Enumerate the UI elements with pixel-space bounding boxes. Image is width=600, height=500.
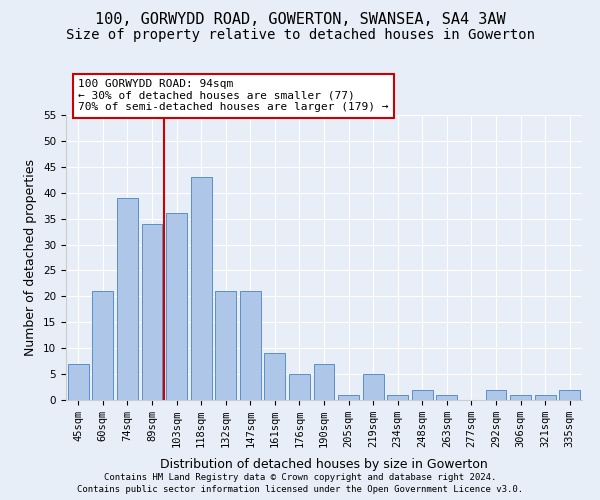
Bar (338, 395, 359, 400)
Bar (387, 395, 408, 400)
Bar (412, 390, 433, 400)
Bar (166, 214, 187, 400)
Bar (117, 198, 138, 400)
Bar (289, 374, 310, 400)
Text: 100 GORWYDD ROAD: 94sqm
← 30% of detached houses are smaller (77)
70% of semi-de: 100 GORWYDD ROAD: 94sqm ← 30% of detache… (78, 79, 389, 112)
Text: Contains public sector information licensed under the Open Government Licence v3: Contains public sector information licen… (77, 485, 523, 494)
Bar (142, 224, 163, 400)
Bar (265, 354, 286, 400)
Text: Contains HM Land Registry data © Crown copyright and database right 2024.: Contains HM Land Registry data © Crown c… (104, 472, 496, 482)
Bar (362, 374, 383, 400)
Bar (191, 177, 212, 400)
Bar (215, 291, 236, 400)
Bar (485, 390, 506, 400)
Bar (510, 395, 531, 400)
Bar (92, 291, 113, 400)
Bar (535, 395, 556, 400)
X-axis label: Distribution of detached houses by size in Gowerton: Distribution of detached houses by size … (160, 458, 488, 471)
Bar (240, 291, 261, 400)
Text: 100, GORWYDD ROAD, GOWERTON, SWANSEA, SA4 3AW: 100, GORWYDD ROAD, GOWERTON, SWANSEA, SA… (95, 12, 505, 28)
Text: Size of property relative to detached houses in Gowerton: Size of property relative to detached ho… (65, 28, 535, 42)
Bar (68, 364, 89, 400)
Bar (559, 390, 580, 400)
Bar (314, 364, 334, 400)
Y-axis label: Number of detached properties: Number of detached properties (25, 159, 37, 356)
Bar (436, 395, 457, 400)
